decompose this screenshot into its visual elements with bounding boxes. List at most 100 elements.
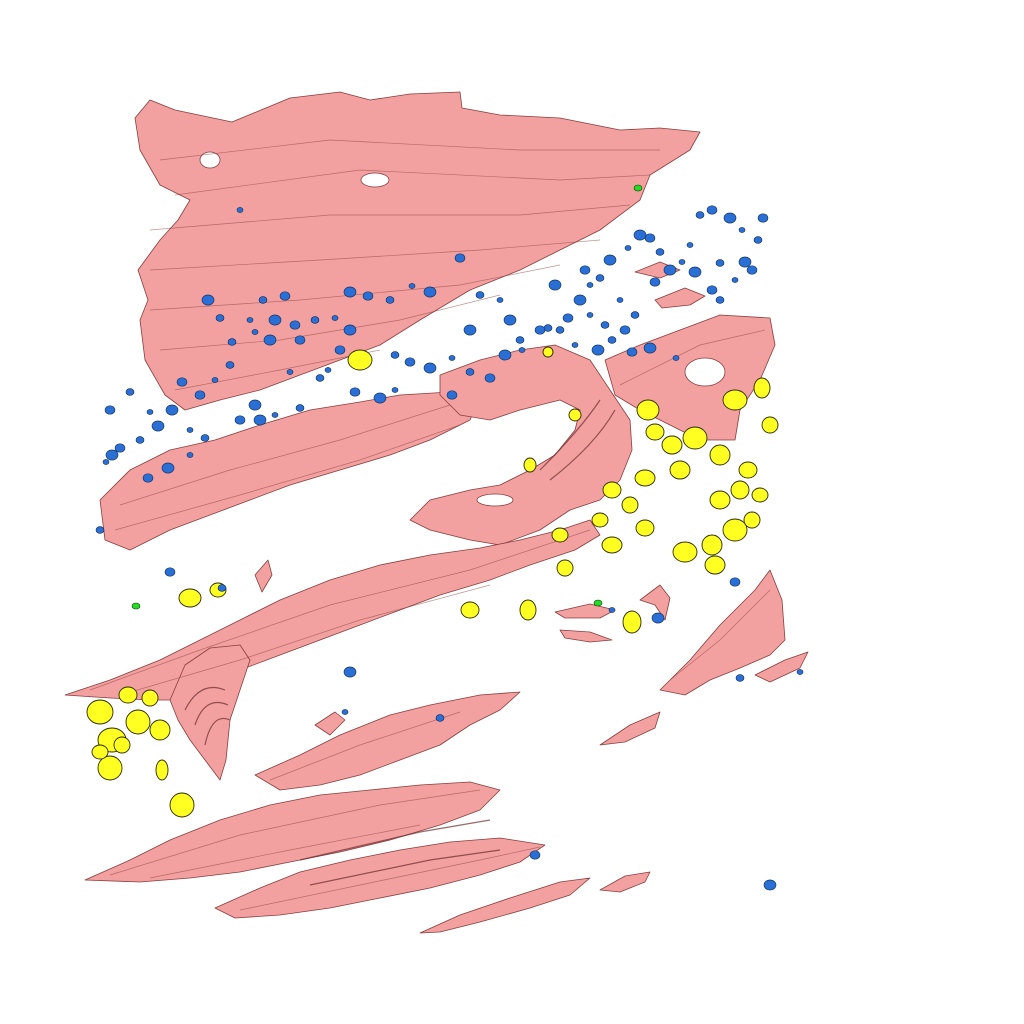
small-particle <box>619 325 631 335</box>
small-particle <box>498 349 512 361</box>
large-cell <box>622 610 642 634</box>
small-particle <box>465 368 475 376</box>
small-particle <box>408 283 416 289</box>
large-cell <box>178 588 202 608</box>
small-particle <box>268 314 282 326</box>
small-particle <box>236 207 244 213</box>
small-particle <box>165 404 179 416</box>
small-particle <box>591 344 605 356</box>
small-particle <box>562 313 574 323</box>
large-cell <box>751 487 769 503</box>
large-cell <box>730 480 750 500</box>
small-particle <box>796 669 804 675</box>
small-particle <box>503 314 517 326</box>
small-particle <box>164 567 176 577</box>
small-particle <box>607 336 617 344</box>
small-particle-layer <box>95 205 804 891</box>
small-particle <box>246 317 254 323</box>
small-particle <box>484 373 496 383</box>
small-particle <box>633 229 647 241</box>
small-particle <box>248 399 262 411</box>
small-particle <box>234 415 246 425</box>
fiber-ribbon-center <box>409 344 633 546</box>
large-cell <box>635 519 655 537</box>
small-particle <box>454 253 466 263</box>
large-cell <box>86 699 114 725</box>
small-particle <box>258 296 268 304</box>
small-particle <box>343 666 357 678</box>
large-cell <box>568 408 582 422</box>
small-particle <box>715 259 725 267</box>
large-cell <box>97 755 123 781</box>
fiber-fragment <box>314 711 346 736</box>
small-particle <box>603 254 617 266</box>
fiber-hole <box>199 151 221 169</box>
large-cell <box>169 792 195 818</box>
small-particle <box>146 409 154 415</box>
small-particle <box>289 320 301 330</box>
fiber-layer <box>64 91 809 934</box>
small-particle <box>571 342 579 348</box>
small-particle <box>95 526 105 534</box>
large-cell <box>645 423 665 441</box>
small-particle <box>295 404 305 412</box>
small-particle <box>600 321 610 329</box>
small-particle <box>729 577 741 587</box>
fiber-streak-bottom-small <box>599 871 651 893</box>
small-particle <box>186 427 194 433</box>
small-particle <box>102 459 110 465</box>
fiber-fragment <box>254 559 273 593</box>
large-cell <box>738 461 758 479</box>
small-particle <box>391 387 399 393</box>
small-particle <box>643 342 657 354</box>
small-particle <box>385 296 395 304</box>
small-particle <box>586 312 594 318</box>
small-particle <box>446 390 458 400</box>
small-particle <box>142 473 154 483</box>
small-particle <box>253 414 267 426</box>
small-particle <box>624 245 632 251</box>
small-particle <box>201 294 215 306</box>
small-particle <box>194 390 206 400</box>
small-particle <box>757 213 769 223</box>
small-particle <box>349 387 361 397</box>
large-cell <box>722 518 748 542</box>
small-particle <box>294 335 306 345</box>
small-particle <box>746 265 758 275</box>
small-particle <box>176 377 188 387</box>
rare-particle <box>593 599 603 607</box>
fiber-hole <box>360 172 390 188</box>
small-particle <box>161 462 175 474</box>
large-cell <box>155 759 169 781</box>
small-particle <box>695 211 705 219</box>
small-particle <box>663 264 677 276</box>
large-cell <box>149 719 171 741</box>
large-cell <box>347 349 373 371</box>
small-particle <box>706 285 718 295</box>
small-particle <box>735 674 745 682</box>
fiber-streak-right <box>754 651 809 683</box>
small-particle <box>644 233 656 243</box>
small-particle <box>435 714 445 722</box>
small-particle <box>496 297 504 303</box>
large-cell <box>591 512 609 528</box>
small-particle <box>706 205 718 215</box>
small-particle <box>555 326 565 334</box>
small-particle <box>186 452 194 458</box>
large-cell <box>669 460 691 480</box>
small-particle <box>362 291 374 301</box>
large-cell <box>125 709 151 735</box>
large-cell <box>141 689 159 707</box>
small-particle <box>251 329 259 335</box>
small-particle <box>534 325 546 335</box>
fiber-hole <box>684 357 726 387</box>
fiber-hole <box>476 493 514 507</box>
small-particle <box>105 449 119 461</box>
small-particle <box>324 367 332 373</box>
small-particle <box>616 297 624 303</box>
small-particle <box>608 607 616 613</box>
small-particle <box>715 296 725 304</box>
small-particle <box>227 338 237 346</box>
